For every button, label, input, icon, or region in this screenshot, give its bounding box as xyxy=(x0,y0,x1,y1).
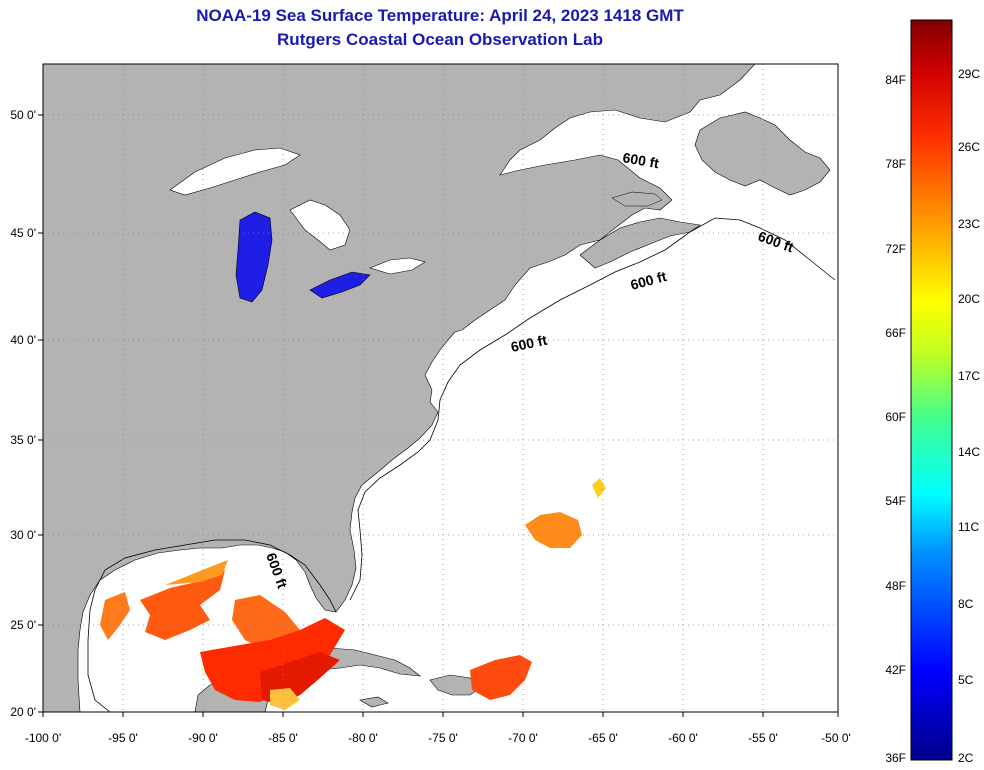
bathymetry-contour xyxy=(87,217,836,712)
contour-label: 600 ft xyxy=(509,332,548,355)
lon-tick-label: -80 0' xyxy=(348,731,378,745)
colorbar-f-label: 54F xyxy=(885,494,906,508)
colorbar-c-label: 20C xyxy=(958,292,980,306)
colorbar-c-label: 17C xyxy=(958,369,980,383)
jamaica-land xyxy=(359,696,389,708)
colorbar-f-label: 84F xyxy=(885,73,906,87)
sst-bahamas-east xyxy=(470,655,532,700)
colorbar-f-label: 72F xyxy=(885,242,906,256)
colorbar-c-label: 26C xyxy=(958,140,980,154)
lon-tick-label: -95 0' xyxy=(108,731,138,745)
colorbar-gradient xyxy=(910,19,953,761)
colorbar-f-label: 36F xyxy=(885,751,906,765)
colorbar-f-label: 78F xyxy=(885,157,906,171)
colorbar-f-label: 60F xyxy=(885,410,906,424)
lon-tick-label: -100 0' xyxy=(25,731,61,745)
sst-bermuda-patch xyxy=(592,478,606,498)
sst-gulf-central xyxy=(140,570,225,640)
sst-gulf-west xyxy=(100,592,130,640)
colorbar-c-label: 2C xyxy=(958,751,974,765)
lat-tick-label: 40 0' xyxy=(10,333,36,347)
colorbar-f-label: 48F xyxy=(885,579,906,593)
lon-tick-label: -90 0' xyxy=(188,731,218,745)
colorbar-f-label: 42F xyxy=(885,663,906,677)
grid-lines xyxy=(43,64,838,712)
anticosti-land xyxy=(611,191,663,207)
sst-gulfstream-patch xyxy=(525,512,582,548)
latitude-axis: 50 0' 45 0' 40 0' 35 0' 30 0' 25 0' 20 0… xyxy=(10,108,43,719)
sst-data xyxy=(100,478,606,710)
colorbar-c-label: 23C xyxy=(958,217,980,231)
colorbar-c-label: 11C xyxy=(958,520,979,534)
lon-tick-label: -70 0' xyxy=(508,731,538,745)
lon-tick-label: -50 0' xyxy=(821,731,851,745)
map-title: NOAA-19 Sea Surface Temperature: April 2… xyxy=(196,6,684,25)
map-frame xyxy=(42,63,839,713)
colorbar-c-label: 29C xyxy=(958,67,980,81)
lat-tick-label: 20 0' xyxy=(10,705,36,719)
lat-tick-label: 30 0' xyxy=(10,528,36,542)
lon-tick-label: -60 0' xyxy=(668,731,698,745)
colorbar-f-label: 66F xyxy=(885,326,906,340)
nova-scotia-land xyxy=(579,217,701,269)
lat-tick-label: 35 0' xyxy=(10,433,36,447)
sst-caribbean-light xyxy=(270,688,300,710)
colorbar: 84F 78F 72F 66F 60F 54F 48F 42F 36F 29C … xyxy=(885,19,980,765)
newfoundland-land xyxy=(694,111,831,196)
lon-tick-label: -85 0' xyxy=(268,731,298,745)
colorbar-c-label: 14C xyxy=(958,445,980,459)
contour-label: 600 ft xyxy=(621,149,660,171)
map-subtitle: Rutgers Coastal Ocean Observation Lab xyxy=(277,30,603,49)
colorbar-c-label: 5C xyxy=(958,673,974,687)
great-lakes xyxy=(169,147,426,303)
north-america-land xyxy=(43,64,756,712)
lat-tick-label: 50 0' xyxy=(10,108,36,122)
lon-tick-label: -75 0' xyxy=(428,731,458,745)
longitude-axis: -100 0' -95 0' -90 0' -85 0' -80 0' -75 … xyxy=(25,712,851,745)
lon-tick-label: -55 0' xyxy=(748,731,778,745)
lon-tick-label: -65 0' xyxy=(588,731,618,745)
colorbar-c-label: 8C xyxy=(958,597,974,611)
sst-gulf-north xyxy=(165,560,228,585)
lat-tick-label: 25 0' xyxy=(10,618,36,632)
lat-tick-label: 45 0' xyxy=(10,226,36,240)
sst-florida-straits xyxy=(200,618,345,702)
